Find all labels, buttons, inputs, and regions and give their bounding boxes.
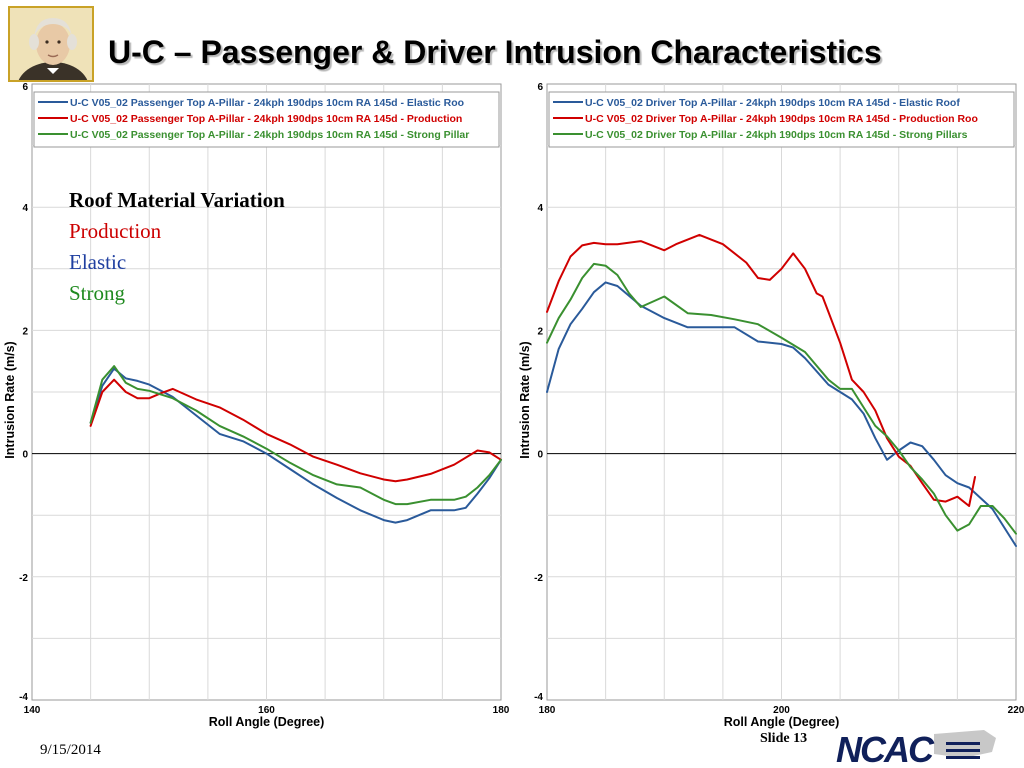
y-tick-label: 2 [537,326,543,337]
x-tick-label: 140 [24,705,41,716]
legend-entry: U-C V05_02 Passenger Top A-Pillar - 24kp… [70,97,464,109]
y-tick-label: 4 [22,203,28,214]
annotation-item-strong: Strong [69,281,126,305]
y-tick-label: -4 [19,692,28,703]
series-line-1 [546,281,1017,547]
x-tick-label: 180 [539,705,556,716]
y-axis-title: Intrusion Rate (m/s) [3,341,17,458]
y-tick-label: 4 [537,203,543,214]
chart-1: -4 -2 0 2 4 6 140 160 180 Roll Angle (Degree) Intr… [3,82,510,729]
y-tick-label: -2 [19,573,28,584]
footer-date: 9/15/2014 [40,742,101,758]
series-line-3 [89,365,502,506]
slide-number: Slide 13 [760,731,808,746]
y-tick-label: 2 [22,326,28,337]
svg-text:NCAC: NCAC [836,729,935,766]
annotation-heading: Roof Material Variation [69,188,285,212]
legend-box [33,91,500,148]
y-tick-label: -2 [534,573,543,584]
series-line-2 [89,378,502,483]
y-axis-title: Intrusion Rate (m/s) [518,341,532,458]
x-tick-label: 180 [493,705,510,716]
legend-entry: U-C V05_02 Passenger Top A-Pillar - 24kp… [70,113,462,125]
legend-entry: U-C V05_02 Driver Top A-Pillar - 24kph 1… [585,113,978,125]
y-tick-label: 6 [537,82,543,93]
x-tick-label: 200 [773,705,790,716]
annotation-item-production: Production [69,219,162,243]
y-tick-label: -4 [534,692,543,703]
portrait-image [8,6,94,82]
y-tick-label: 0 [22,450,28,461]
legend-box [548,91,1015,148]
chart-2: -4 -2 0 2 4 6 180 200 220 Roll Angle (Degree) Intr… [518,82,1024,729]
x-tick-label: 160 [258,705,275,716]
legend: U-C V05_02 Driver Top A-Pillar - 24kph 1… [548,91,1015,148]
x-axis-title: Roll Angle (Degree) [724,715,840,729]
slide-title: U-C – Passenger & Driver Intrusion Chara… [108,34,882,70]
ncac-logo: NCAC [834,728,1004,768]
annotation-item-elastic: Elastic [69,250,126,274]
legend-entry: U-C V05_02 Driver Top A-Pillar - 24kph 1… [585,129,968,141]
x-tick-label: 220 [1008,705,1024,716]
legend-entry: U-C V05_02 Passenger Top A-Pillar - 24kp… [70,129,469,141]
y-tick-label: 0 [537,450,543,461]
series-line-3 [546,262,1017,535]
legend-entry: U-C V05_02 Driver Top A-Pillar - 24kph 1… [585,97,960,109]
x-axis-title: Roll Angle (Degree) [209,715,325,729]
series-line-1 [89,367,502,524]
legend: U-C V05_02 Passenger Top A-Pillar - 24kp… [33,91,500,148]
y-tick-label: 6 [22,82,28,93]
